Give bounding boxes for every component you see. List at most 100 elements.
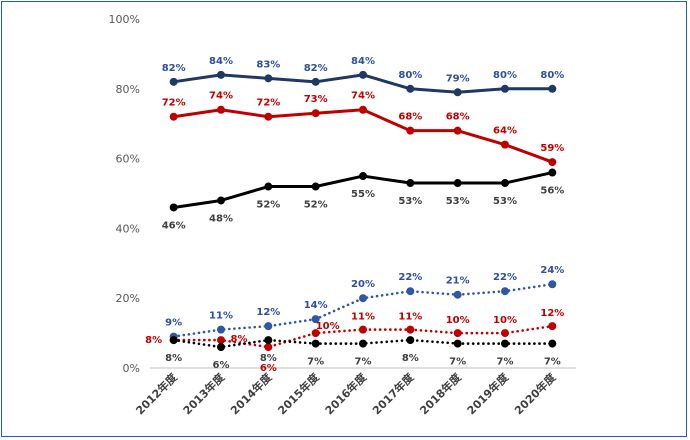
data-point — [548, 339, 557, 348]
data-label: 80% — [493, 70, 517, 81]
data-point — [217, 325, 225, 334]
data-label: 10% — [493, 315, 517, 326]
data-point — [359, 172, 367, 181]
data-label: 80% — [398, 70, 422, 81]
data-label: 10% — [446, 315, 470, 326]
data-label: 80% — [540, 70, 564, 81]
data-label: 10% — [316, 321, 340, 332]
data-point — [406, 84, 415, 93]
y-tick-label: 0% — [123, 362, 140, 375]
data-label: 8% — [165, 353, 182, 364]
data-label: 11% — [398, 312, 422, 323]
data-label: 53% — [398, 196, 422, 207]
data-point — [264, 74, 273, 83]
data-label: 21% — [446, 276, 470, 287]
data-point — [217, 70, 225, 79]
data-point — [264, 343, 273, 352]
data-label: 72% — [256, 98, 280, 109]
data-point — [501, 84, 509, 93]
data-label: 84% — [351, 56, 375, 67]
data-label: 8% — [402, 353, 419, 364]
data-point — [453, 329, 462, 338]
data-point — [359, 294, 367, 303]
data-label: 14% — [304, 300, 328, 311]
data-label: 74% — [351, 91, 375, 102]
data-point — [501, 179, 509, 188]
data-label: 12% — [540, 308, 564, 319]
data-point — [548, 84, 557, 93]
data-point — [406, 126, 415, 135]
x-tick-label: 2020年度 — [511, 370, 559, 418]
data-point — [548, 158, 557, 167]
data-point — [311, 339, 320, 348]
data-point — [406, 325, 415, 334]
series-line — [172, 338, 554, 349]
data-point — [453, 88, 462, 97]
x-tick-label: 2019年度 — [464, 370, 512, 418]
series-4: 9% 11% 12% 14% 20% 22% 21% 22% 24% — [165, 265, 564, 341]
data-point — [453, 179, 462, 188]
x-tick-label: 2012年度 — [133, 370, 181, 418]
x-tick-label: 2015年度 — [275, 370, 323, 418]
x-tick-label: 2017年度 — [369, 370, 417, 418]
data-label: 56% — [540, 186, 564, 197]
y-tick-label: 60% — [116, 153, 140, 166]
data-label: 83% — [256, 59, 280, 70]
data-label: 53% — [493, 196, 517, 207]
data-point — [359, 70, 367, 79]
data-label: 82% — [304, 63, 328, 74]
data-label: 59% — [540, 143, 564, 154]
series-5: 8% 8%6%10%11% 11% 10% 10%12% — [145, 308, 564, 374]
data-label: 79% — [446, 73, 470, 84]
data-point — [453, 290, 462, 299]
data-point — [217, 105, 225, 114]
series-1: 82% 84% 83% 82% 84% 80% 79% 80% 80% — [162, 56, 564, 97]
data-label: 11% — [209, 311, 233, 322]
data-point — [169, 112, 178, 121]
data-point — [169, 77, 178, 86]
data-point — [359, 325, 367, 334]
data-label: 73% — [304, 94, 328, 105]
data-point — [548, 280, 557, 289]
data-label: 46% — [162, 220, 186, 231]
data-label: 84% — [209, 56, 233, 67]
data-point — [217, 343, 225, 352]
data-point — [169, 203, 178, 212]
data-label: 52% — [304, 200, 328, 211]
data-label: 72% — [162, 98, 186, 109]
data-point — [501, 287, 509, 296]
data-label: 12% — [256, 307, 280, 318]
data-label: 53% — [446, 196, 470, 207]
data-point — [406, 287, 415, 296]
data-label: 24% — [540, 265, 564, 276]
data-point — [548, 168, 557, 177]
data-label: 8% — [260, 353, 277, 364]
x-tick-label: 2014年度 — [227, 370, 275, 418]
data-label: 7% — [544, 357, 561, 368]
data-label: 7% — [449, 357, 466, 368]
data-label: 8% — [231, 334, 248, 345]
y-tick-label: 80% — [116, 83, 140, 96]
data-point — [311, 77, 320, 86]
data-point — [501, 140, 509, 149]
series-2: 72% 74% 72% 73% 74% 68% 68% 64% 59% — [162, 91, 564, 167]
x-tick-label: 2013年度 — [180, 370, 228, 418]
data-label: 9% — [165, 318, 182, 329]
data-point — [453, 339, 462, 348]
data-label: 20% — [351, 279, 375, 290]
data-label: 48% — [209, 213, 233, 224]
series-3: 46% 48% 52% 52% 55% 53% 53% 53% 56% — [162, 168, 564, 231]
data-label: 52% — [256, 200, 280, 211]
x-tick-label: 2018年度 — [417, 370, 465, 418]
data-point — [548, 322, 557, 331]
data-point — [311, 315, 320, 324]
data-label: 8% — [145, 335, 162, 346]
data-point — [264, 182, 273, 191]
data-label: 6% — [260, 363, 277, 374]
data-label: 22% — [398, 272, 422, 283]
data-label: 22% — [493, 272, 517, 283]
data-point — [264, 112, 273, 121]
data-label: 7% — [355, 357, 372, 368]
